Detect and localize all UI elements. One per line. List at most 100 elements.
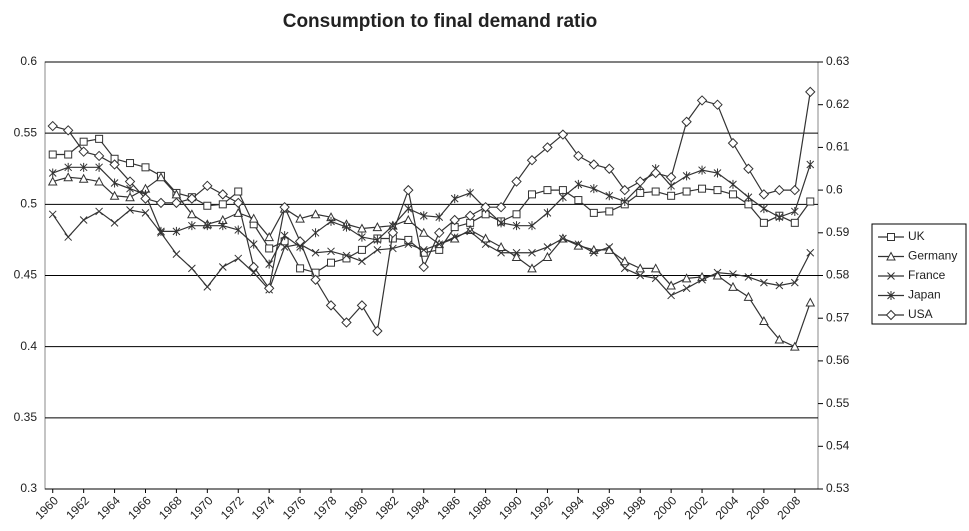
point: [743, 163, 754, 174]
point: [636, 188, 645, 197]
point: [698, 275, 706, 284]
y2-tick-label: 0.55: [826, 396, 850, 410]
point: [620, 196, 629, 206]
y2-tick-label: 0.59: [826, 225, 850, 239]
point: [589, 184, 598, 194]
point: [744, 200, 753, 209]
x-tick-label: 1966: [125, 493, 154, 522]
point: [234, 187, 243, 196]
point: [140, 193, 151, 204]
point: [574, 240, 583, 249]
point: [126, 206, 134, 214]
point: [124, 176, 136, 187]
point: [589, 248, 598, 257]
point: [511, 176, 522, 187]
point: [512, 210, 521, 219]
point: [682, 171, 691, 181]
point: [464, 210, 476, 221]
x-tick-label: 1994: [558, 493, 587, 522]
point: [528, 248, 536, 257]
point: [790, 218, 799, 227]
point: [357, 245, 366, 254]
x-tick-label: 1962: [63, 493, 92, 522]
point: [403, 214, 414, 224]
point: [760, 278, 768, 287]
point: [681, 116, 692, 127]
point: [404, 204, 413, 214]
chart-title: Consumption to final demand ratio: [283, 11, 598, 32]
x-tick-label: 1992: [527, 493, 556, 522]
point: [558, 186, 567, 195]
point: [79, 137, 88, 146]
y2-tick-label: 0.6: [826, 182, 843, 196]
point: [512, 248, 521, 257]
point: [650, 263, 661, 273]
x-tick-label: 1972: [218, 493, 247, 522]
point: [202, 180, 213, 192]
y-tick-label: 0.3: [20, 481, 37, 495]
point: [790, 278, 799, 287]
point: [744, 273, 753, 281]
point: [698, 165, 706, 175]
point: [728, 281, 738, 291]
point: [574, 196, 583, 205]
point: [63, 172, 74, 182]
point: [511, 251, 522, 261]
point: [157, 226, 165, 236]
point: [279, 201, 290, 213]
point: [233, 197, 244, 209]
point: [667, 191, 676, 200]
series-line: [52, 91, 811, 333]
point: [248, 261, 259, 273]
legend-label: Germany: [908, 249, 957, 263]
point: [78, 146, 89, 157]
x-tick-label: 1976: [280, 493, 309, 522]
point: [248, 213, 259, 223]
point: [155, 197, 167, 209]
point: [95, 162, 103, 172]
point: [47, 120, 58, 132]
legend-label: USA: [908, 307, 933, 321]
point: [619, 184, 630, 196]
point: [280, 243, 289, 251]
point: [372, 325, 383, 337]
x-tick-label: 2008: [774, 493, 803, 522]
point: [605, 207, 614, 216]
point: [480, 201, 491, 213]
x-tick-label: 1964: [94, 493, 123, 522]
point: [64, 162, 73, 172]
point: [619, 256, 630, 266]
point: [543, 243, 552, 251]
point: [651, 274, 660, 283]
point: [758, 189, 770, 200]
point: [805, 86, 816, 98]
x-tick-label: 2002: [682, 493, 711, 522]
point: [450, 233, 459, 241]
series-line: [52, 209, 811, 297]
point: [404, 240, 413, 249]
point: [620, 264, 629, 273]
point: [93, 150, 105, 162]
y2-tick-label: 0.57: [826, 310, 850, 324]
point: [342, 222, 351, 232]
point: [419, 246, 428, 254]
legend-marker: [887, 233, 895, 241]
legend-label: Japan: [908, 288, 941, 302]
point: [110, 178, 119, 188]
x-tick-label: 1988: [465, 493, 494, 522]
point: [356, 300, 368, 311]
x-tick-label: 1998: [620, 493, 649, 522]
point: [218, 200, 227, 209]
y-tick-label: 0.6: [20, 54, 37, 68]
series-line: [52, 164, 811, 266]
point: [466, 188, 475, 198]
point: [203, 201, 212, 210]
point: [496, 241, 506, 252]
y2-tick-label: 0.54: [826, 438, 850, 452]
point: [743, 291, 754, 301]
point: [604, 163, 615, 174]
point: [373, 246, 382, 254]
point: [280, 231, 289, 241]
point: [79, 162, 88, 172]
